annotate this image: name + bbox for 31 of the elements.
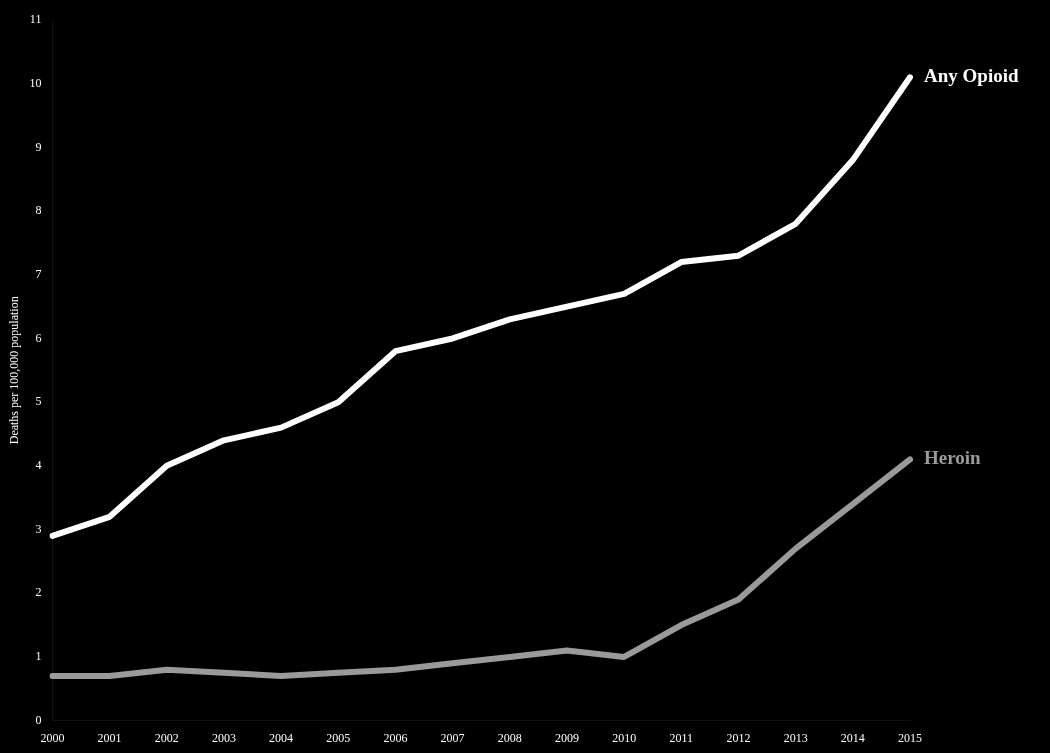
y-tick-label: 6 [35,330,42,345]
y-tick-label: 7 [35,266,42,281]
y-tick-label: 1 [35,649,42,664]
x-tick-label: 2015 [898,730,922,745]
x-tick-label: 2003 [211,730,236,745]
x-tick-label: 2011 [669,730,694,745]
y-tick-label: 11 [29,12,42,27]
x-tick-label: 2012 [726,730,751,745]
y-tick-label: 5 [35,394,42,409]
y-tick-label: 2 [35,585,42,600]
y-tick-label: 4 [35,457,42,472]
series-label: Any Opioid [924,65,1019,87]
x-tick-label: 2001 [97,730,122,745]
y-tick-label: 3 [35,521,42,536]
y-tick-label: 8 [35,203,42,218]
x-tick-label: 2013 [783,730,808,745]
x-tick-label: 2004 [269,730,294,745]
x-tick-label: 2009 [554,730,579,745]
x-tick-label: 2005 [326,730,351,745]
y-axis-title: Deaths per 100,000 population [7,296,22,445]
x-tick-label: 2014 [840,730,865,745]
x-tick-label: 2006 [383,730,408,745]
y-tick-label: 0 [35,712,42,727]
series-label: Heroin [924,447,982,469]
y-tick-label: 9 [35,139,42,154]
y-tick-label: 10 [29,75,42,90]
x-tick-label: 2000 [40,730,65,745]
x-tick-label: 2010 [612,730,637,745]
x-tick-label: 2007 [440,730,465,745]
x-tick-label: 2002 [154,730,179,745]
x-tick-label: 2008 [497,730,522,745]
